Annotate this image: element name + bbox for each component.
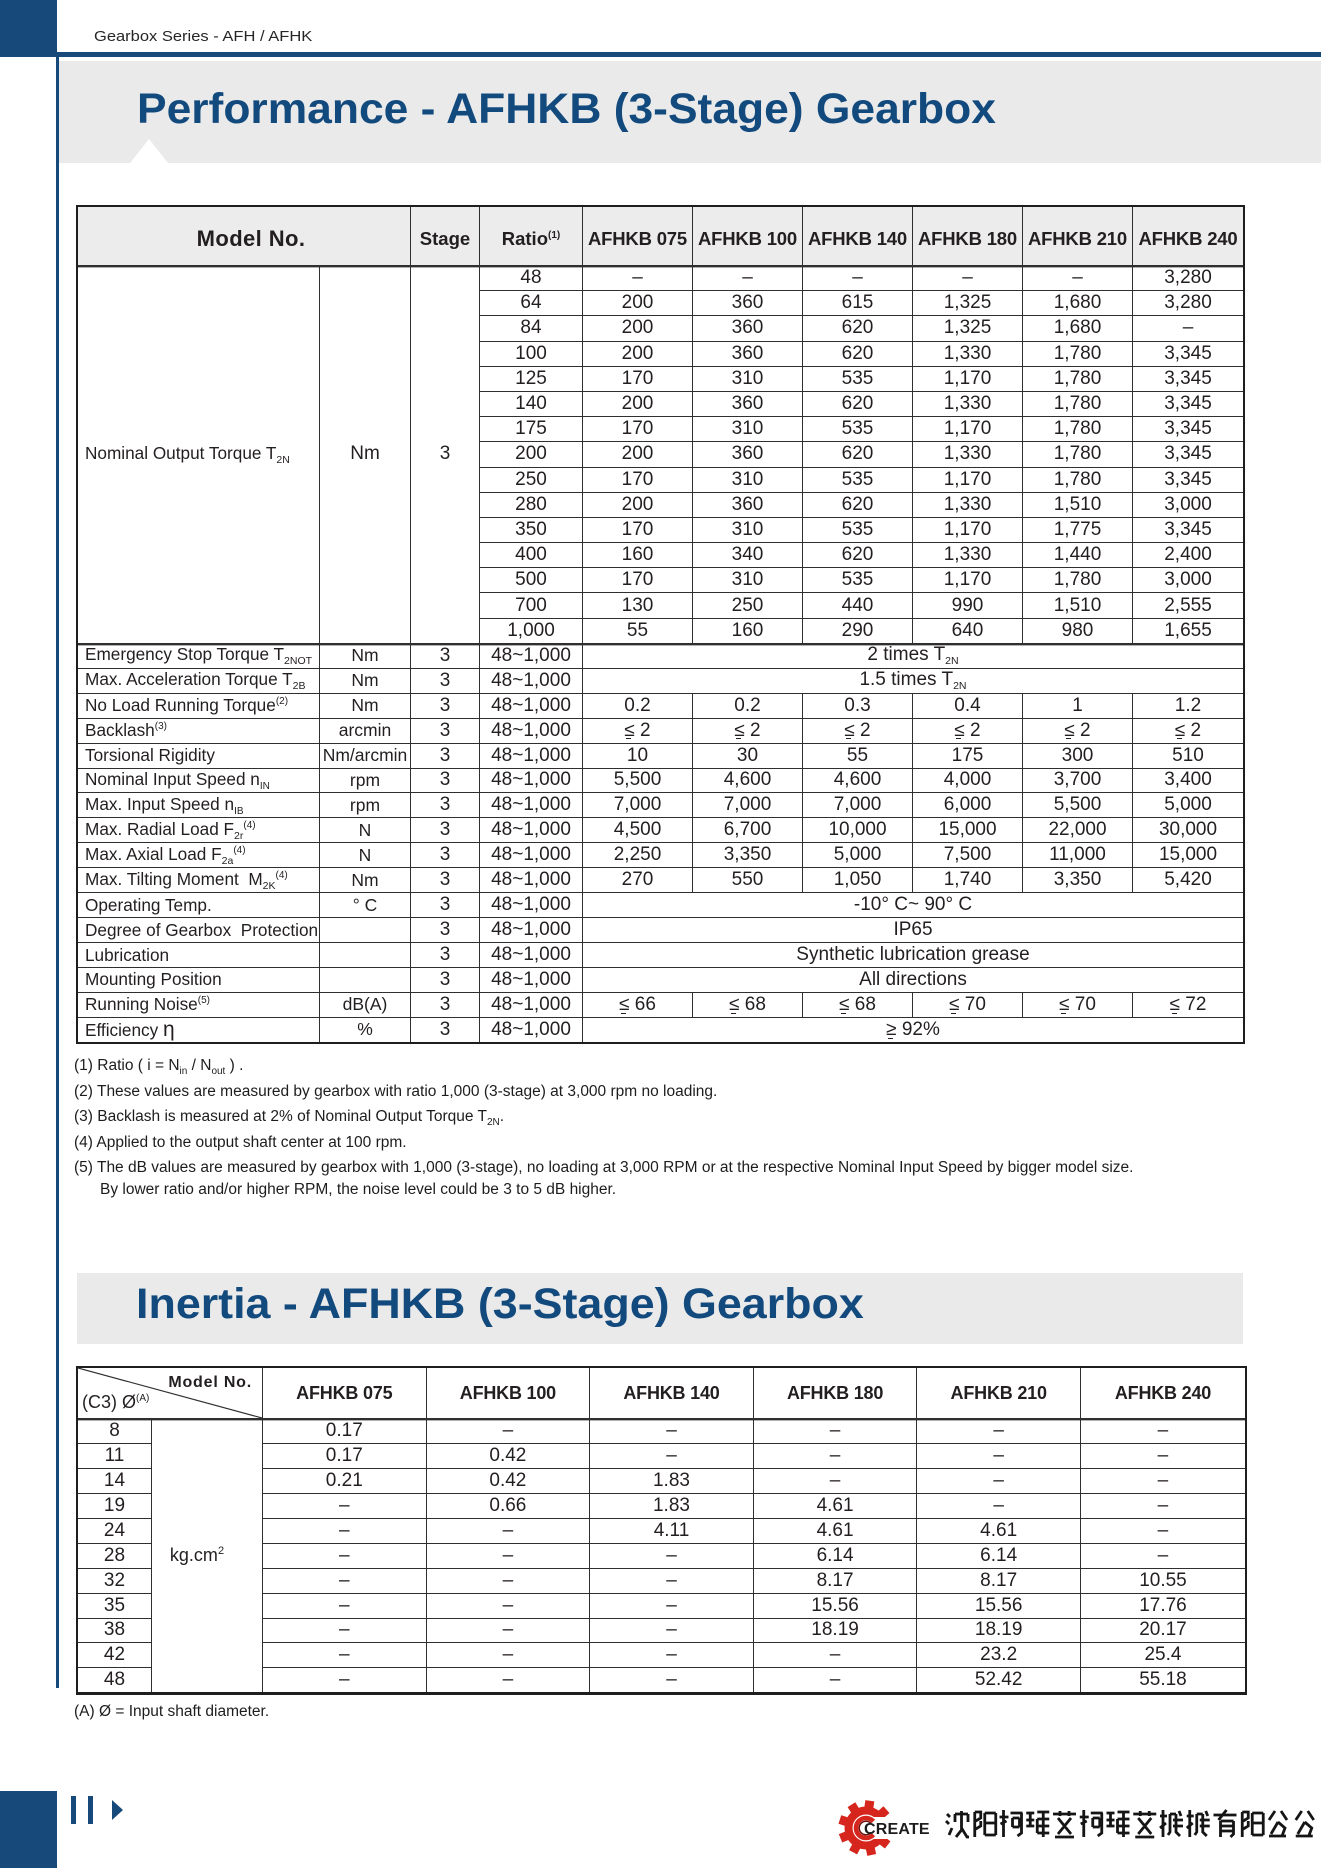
- svg-text:CREATE: CREATE: [864, 1821, 930, 1838]
